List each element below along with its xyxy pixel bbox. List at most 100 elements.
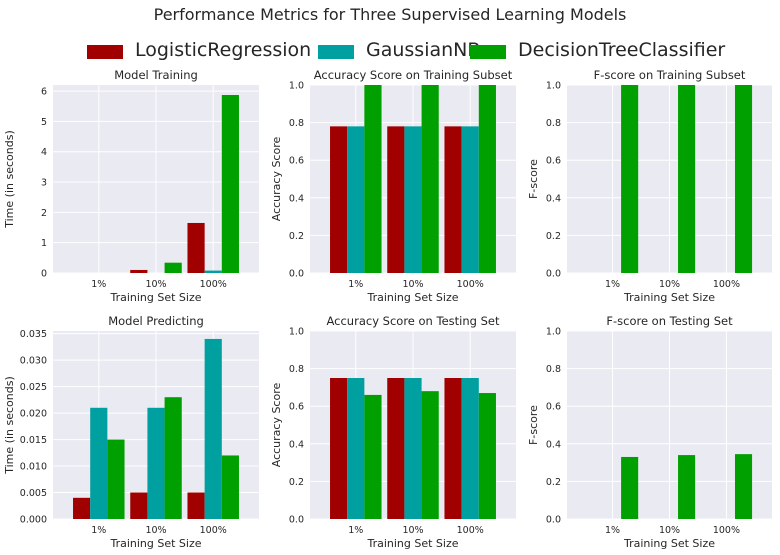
bar-logisticregression-10 [387, 378, 405, 519]
y-tick-label: 0.000 [20, 515, 47, 526]
figure-title: Performance Metrics for Three Supervised… [153, 5, 627, 24]
bar-decisiontreeclassifier-100 [221, 455, 239, 519]
legend: LogisticRegression GaussianNB DecisionTr… [0, 39, 780, 70]
bar-decisiontreeclassifier-100 [478, 85, 496, 273]
bar-logisticregression-1 [73, 497, 91, 519]
y-tick-label: 0.010 [20, 462, 47, 473]
bar-logisticregression-100 [187, 222, 205, 273]
subplot-title: F-score on Testing Set [606, 314, 733, 328]
y-tick-label: 0.6 [546, 402, 561, 413]
x-tick-label: 1% [91, 525, 106, 536]
x-tick-label: 100% [457, 525, 484, 536]
y-tick-label: 6 [41, 87, 47, 98]
y-tick-label: 0.8 [546, 364, 561, 375]
bar-decisiontreeclassifier-1 [364, 85, 382, 273]
y-tick-label: 0.6 [289, 402, 304, 413]
bar-decisiontreeclassifier-10 [421, 85, 439, 273]
bar-decisiontreeclassifier-1 [107, 439, 125, 519]
y-tick-label: 1.0 [289, 81, 304, 92]
y-tick-label: 2 [41, 208, 47, 219]
y-tick-label: 0.0 [289, 269, 304, 280]
x-tick-label: 100% [200, 279, 227, 290]
bar-decisiontreeclassifier-10 [164, 262, 182, 273]
bar-gaussiannb-1 [347, 126, 365, 273]
bar-decisiontreeclassifier-100 [221, 95, 239, 273]
x-axis-label: Training Set Size [366, 291, 458, 304]
y-tick-label: 0.035 [20, 329, 47, 340]
x-axis-label: Training Set Size [109, 537, 201, 550]
legend-swatch-logistic-regression [87, 45, 123, 59]
bar-logisticregression-1 [330, 378, 348, 519]
subplot-model-training: 0 1 2 3 4 5 6 1% 10% 100% Model Training Training S… [3, 68, 259, 304]
bar-gaussiannb-10 [147, 407, 165, 519]
subplot-title: Accuracy Score on Testing Set [327, 314, 500, 328]
y-axis-label: Accuracy Score [270, 137, 283, 222]
y-tick-label: 0.8 [289, 118, 304, 129]
x-tick-label: 10% [659, 525, 680, 536]
x-tick-label: 100% [457, 279, 484, 290]
y-tick-label: 0.0 [289, 515, 304, 526]
y-tick-label: 0.0 [546, 269, 561, 280]
x-tick-label: 100% [713, 525, 740, 536]
subplot-title: Model Training [114, 68, 198, 82]
y-tick-label: 0.2 [289, 231, 304, 242]
bar-gaussiannb-100 [461, 126, 479, 273]
bar-logisticregression-10 [130, 269, 148, 273]
subplot-model-predicting: 0.000 0.005 0.010 0.015 0.020 0.025 0.030 0.035… [3, 314, 259, 550]
bar-logisticregression-100 [444, 126, 462, 273]
bar-gaussiannb-10 [404, 126, 422, 273]
y-tick-label: 1.0 [546, 81, 561, 92]
x-tick-label: 1% [91, 279, 106, 290]
bar-gaussiannb-100 [461, 378, 479, 519]
y-axis-label: Time (in seconds) [3, 130, 16, 229]
y-tick-label: 0.8 [289, 364, 304, 375]
bar-decisiontreeclassifier-10 [678, 85, 696, 273]
bar-logisticregression-100 [444, 378, 462, 519]
y-tick-label: 0.025 [20, 382, 47, 393]
x-tick-label: 10% [402, 525, 423, 536]
y-tick-label: 1.0 [546, 327, 561, 338]
y-tick-label: 3 [41, 178, 47, 189]
y-tick-label: 0.8 [546, 118, 561, 129]
y-tick-label: 1 [41, 238, 47, 249]
x-axis-label: Training Set Size [109, 291, 201, 304]
legend-label-gaussian-nb: GaussianNB [366, 39, 481, 61]
x-tick-label: 10% [145, 279, 166, 290]
x-tick-label: 10% [402, 279, 423, 290]
y-tick-label: 0.2 [546, 477, 561, 488]
x-axis-label: Training Set Size [623, 537, 715, 550]
bar-decisiontreeclassifier-100 [478, 393, 496, 519]
bar-gaussiannb-10 [404, 378, 422, 519]
subplot-title: Model Predicting [108, 314, 204, 328]
y-tick-label: 0.020 [20, 409, 47, 420]
y-axis-label: F-score [527, 159, 540, 199]
y-tick-label: 5 [41, 117, 47, 128]
bar-decisiontreeclassifier-10 [421, 391, 439, 519]
bar-gaussiannb-100 [204, 270, 222, 273]
y-tick-label: 0.4 [289, 439, 304, 450]
legend-swatch-decision-tree [470, 45, 506, 59]
x-tick-label: 100% [713, 279, 740, 290]
y-tick-label: 0.4 [546, 193, 561, 204]
bar-decisiontreeclassifier-10 [678, 455, 696, 519]
subplot-f-score-on-testing-set: 0.0 0.2 0.4 0.6 0.8 1.0 1% 10% 100% F-score on Te… [527, 314, 772, 550]
y-tick-label: 4 [41, 147, 47, 158]
y-axis-label: Time (in seconds) [3, 376, 16, 475]
bar-logisticregression-1 [330, 126, 348, 273]
y-tick-label: 0.4 [289, 193, 304, 204]
bar-gaussiannb-100 [204, 338, 222, 519]
y-tick-label: 0.005 [20, 488, 47, 499]
bar-decisiontreeclassifier-1 [364, 394, 382, 519]
subplot-f-score-on-training-subset: 0.0 0.2 0.4 0.6 0.8 1.0 1% 10% 100% F-score on Tr… [527, 68, 772, 304]
subplot-title: F-score on Training Subset [594, 68, 746, 82]
subplot-accuracy-score-on-testing-set: 0.0 0.2 0.4 0.6 0.8 1.0 1% 10% 100% Accuracy Scor… [270, 314, 516, 550]
legend-label-decision-tree: DecisionTreeClassifier [518, 39, 726, 61]
x-tick-label: 1% [348, 279, 363, 290]
legend-label-logistic-regression: LogisticRegression [135, 39, 312, 61]
x-tick-label: 100% [200, 525, 227, 536]
bar-gaussiannb-1 [347, 378, 365, 519]
y-tick-label: 0.015 [20, 435, 47, 446]
bar-decisiontreeclassifier-1 [621, 456, 639, 519]
